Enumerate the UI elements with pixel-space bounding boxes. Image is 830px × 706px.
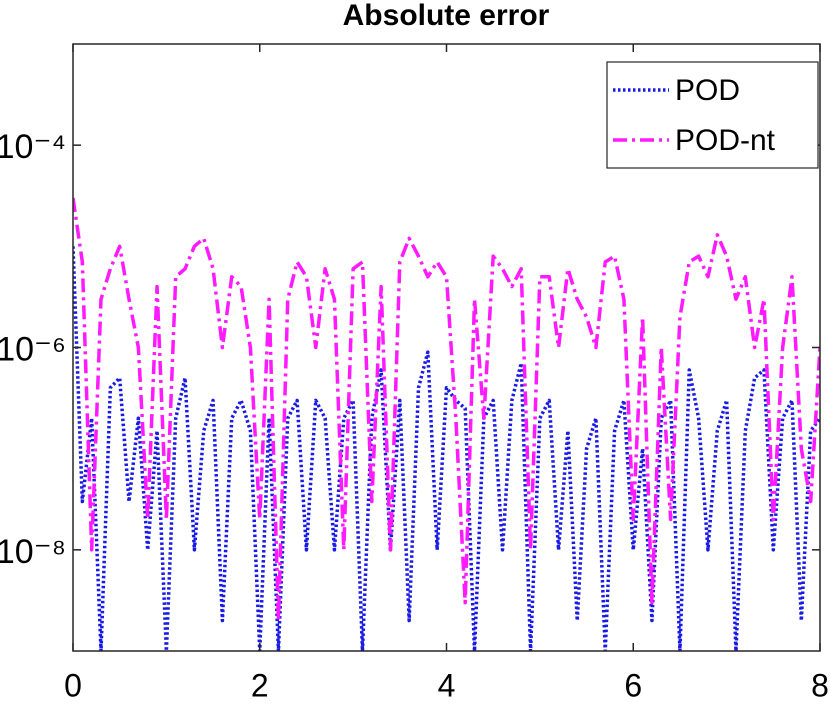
lines [73,197,820,651]
series-line [73,246,820,651]
series-line [73,197,820,623]
y-tick-label: 10⁻⁶ [0,330,66,368]
x-tick-label: 6 [624,667,642,703]
x-tick-label: 4 [438,667,456,703]
legend: POD POD-nt [606,61,819,169]
legend-label: POD [675,74,740,107]
y-tick-label: 10⁻⁴ [0,128,66,166]
y-tick-label: 10⁻⁸ [0,533,66,571]
legend-box [606,61,819,169]
x-tick-label: 0 [64,667,82,703]
x-tick-label: 2 [251,667,269,703]
chart-title: Absolute error [343,0,550,32]
x-tick-label: 8 [811,667,829,703]
legend-label: POD-nt [675,124,776,157]
